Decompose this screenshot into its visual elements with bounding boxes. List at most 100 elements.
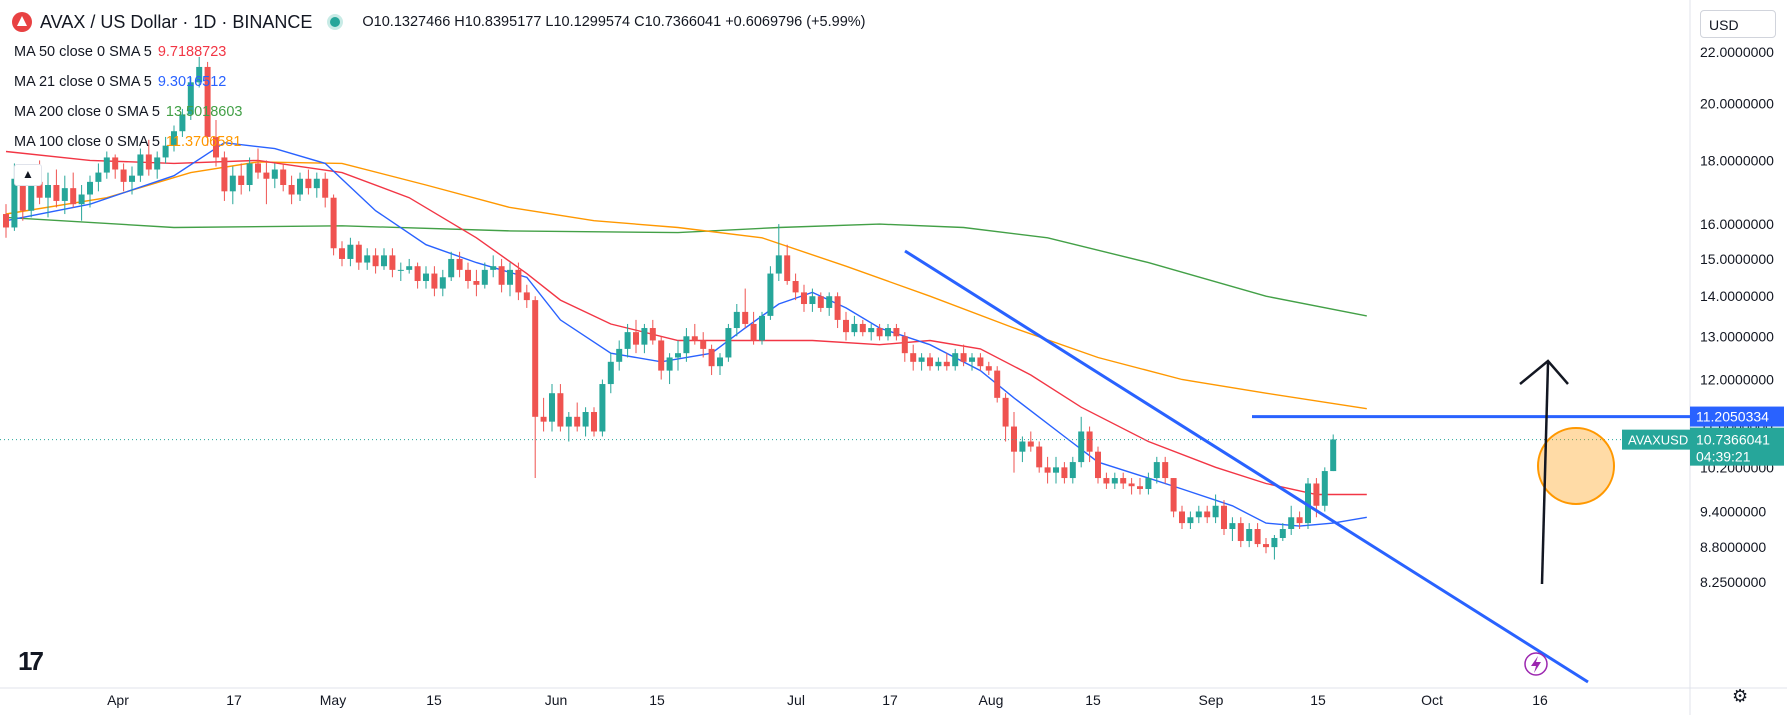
candle[interactable] [70, 188, 77, 205]
candle[interactable] [750, 323, 757, 341]
arrow-shaft[interactable] [1540, 362, 1550, 585]
candle[interactable] [196, 66, 203, 83]
candle[interactable] [112, 157, 119, 170]
candle[interactable] [851, 323, 858, 333]
candle[interactable] [817, 296, 824, 308]
candle[interactable] [1162, 462, 1169, 479]
candle[interactable] [355, 244, 362, 263]
candle[interactable] [372, 255, 379, 267]
candle[interactable] [1053, 467, 1059, 473]
candle[interactable] [1212, 505, 1219, 518]
candle[interactable] [162, 145, 169, 158]
candle[interactable] [666, 357, 673, 371]
candle[interactable] [507, 269, 513, 285]
candle[interactable] [339, 248, 345, 259]
candle[interactable] [1027, 441, 1034, 447]
candle[interactable] [549, 393, 555, 422]
candle[interactable] [213, 136, 219, 158]
candle[interactable] [523, 292, 530, 301]
candle[interactable] [137, 154, 144, 176]
candle[interactable] [288, 185, 295, 195]
candle[interactable] [792, 281, 799, 293]
candle[interactable] [675, 353, 681, 358]
candle[interactable] [1221, 505, 1227, 530]
candle[interactable] [221, 157, 228, 192]
candle[interactable] [859, 323, 866, 333]
candle[interactable] [540, 416, 547, 422]
chevron-up-icon[interactable]: ▲ [14, 164, 42, 186]
candle[interactable] [1170, 478, 1177, 512]
candle[interactable] [87, 181, 93, 195]
candle[interactable] [347, 244, 354, 259]
candle[interactable] [1288, 517, 1295, 530]
candle[interactable] [826, 296, 833, 308]
candle[interactable] [599, 384, 606, 432]
candle[interactable] [809, 296, 816, 305]
candle[interactable] [154, 157, 161, 170]
candle[interactable] [927, 357, 933, 367]
candle[interactable] [1061, 467, 1068, 479]
candle[interactable] [431, 273, 438, 289]
candle[interactable] [649, 328, 656, 341]
candle[interactable] [3, 214, 9, 228]
candle[interactable] [481, 269, 488, 285]
candle[interactable] [607, 361, 614, 385]
candle[interactable] [171, 131, 177, 146]
candle[interactable] [204, 66, 211, 137]
candle[interactable] [935, 361, 942, 367]
candle[interactable] [1069, 462, 1076, 479]
candle[interactable] [515, 269, 522, 293]
candle[interactable] [1305, 483, 1311, 524]
candle[interactable] [977, 357, 984, 367]
candle[interactable] [691, 336, 698, 341]
candle[interactable] [557, 393, 564, 427]
candle[interactable] [78, 194, 85, 205]
currency-selector[interactable]: USD [1700, 10, 1776, 38]
candle[interactable] [389, 255, 396, 270]
indicator-ma50[interactable]: MA 50 close 0 SMA 5 9.7188723 [14, 44, 226, 60]
candle[interactable] [801, 292, 807, 305]
candle[interactable] [45, 185, 51, 198]
candle[interactable] [490, 266, 497, 270]
candle[interactable] [280, 169, 287, 186]
candle[interactable] [641, 328, 648, 345]
candle[interactable] [103, 157, 110, 173]
candle[interactable] [322, 178, 329, 198]
candle[interactable] [574, 416, 581, 427]
candle[interactable] [733, 311, 740, 329]
candle[interactable] [742, 311, 749, 324]
candle[interactable] [969, 357, 975, 362]
candle[interactable] [943, 361, 950, 367]
candle[interactable] [1036, 446, 1043, 468]
indicator-ma200[interactable]: MA 200 close 0 SMA 5 13.5018603 [14, 104, 243, 120]
candle[interactable] [901, 336, 908, 354]
candle[interactable] [1095, 451, 1101, 479]
candle[interactable] [725, 328, 732, 358]
candle[interactable] [893, 328, 900, 337]
candle[interactable] [767, 273, 774, 316]
candle[interactable] [423, 273, 429, 282]
candle[interactable] [591, 412, 597, 432]
candle[interactable] [1229, 523, 1236, 530]
candle[interactable] [36, 181, 43, 198]
candle[interactable] [297, 178, 303, 195]
candle[interactable] [1321, 471, 1328, 506]
candle[interactable] [843, 319, 849, 333]
candle[interactable] [61, 188, 68, 201]
indicator-ma21[interactable]: MA 21 close 0 SMA 5 9.3016512 [14, 74, 226, 90]
candle[interactable] [1254, 529, 1261, 545]
candle[interactable] [145, 154, 152, 170]
candle[interactable] [498, 266, 505, 285]
candle[interactable] [1263, 544, 1269, 548]
candle[interactable] [784, 255, 791, 282]
candle[interactable] [439, 277, 446, 289]
candle[interactable] [414, 266, 421, 282]
candle[interactable] [255, 163, 261, 173]
candle[interactable] [11, 178, 18, 228]
candle[interactable] [187, 82, 194, 115]
highlight-circle[interactable] [1537, 427, 1615, 505]
candle[interactable] [759, 315, 765, 341]
candle[interactable] [465, 269, 471, 282]
indicator-ma100[interactable]: MA 100 close 0 SMA 5 11.3706581 [14, 134, 241, 150]
candle[interactable] [246, 163, 253, 186]
